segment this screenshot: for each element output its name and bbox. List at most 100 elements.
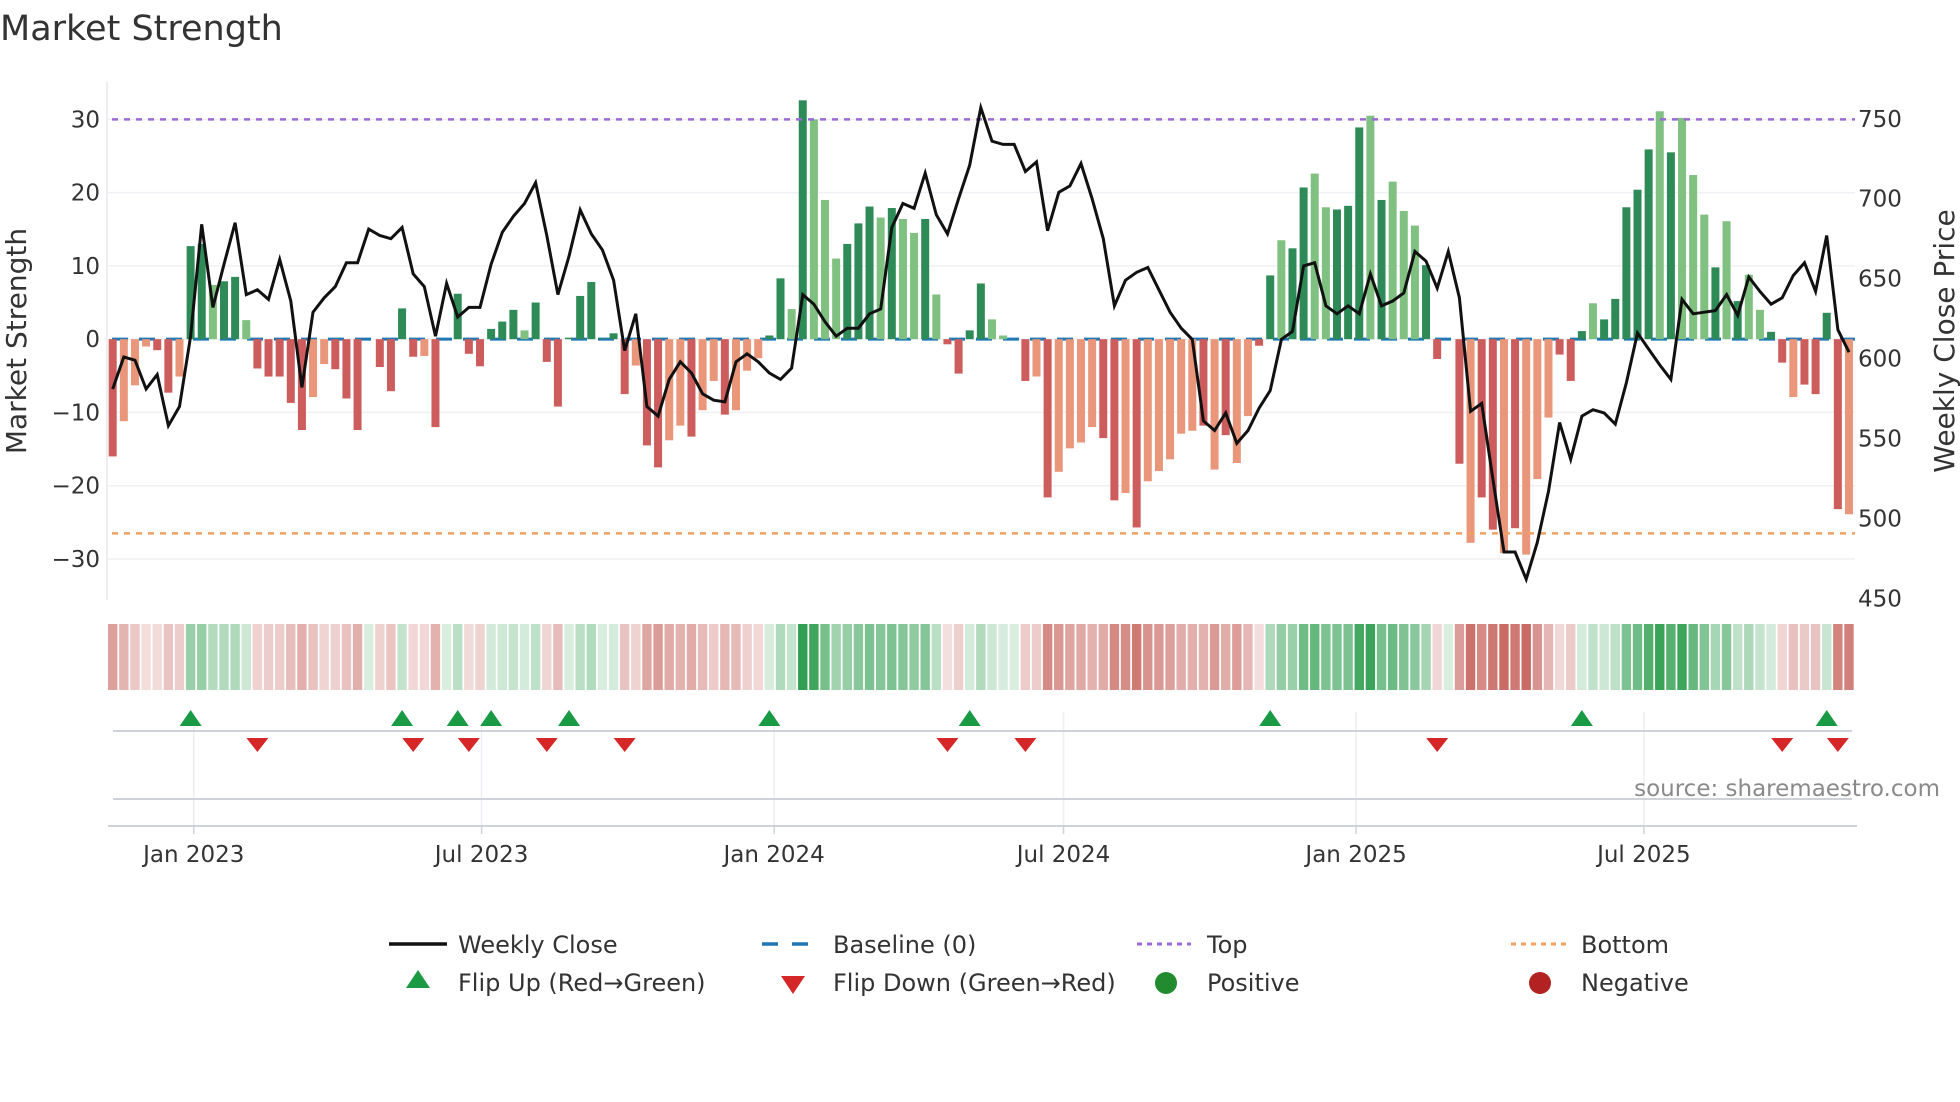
- strip-cell: [1432, 624, 1442, 690]
- strip-cell: [163, 624, 174, 690]
- strip-cell: [185, 624, 196, 690]
- flip-down-marker: [1426, 738, 1449, 752]
- strip-cell: [898, 624, 908, 690]
- strip-cell: [375, 624, 385, 690]
- strip-cell: [675, 624, 686, 690]
- strength-bar: [1166, 339, 1175, 460]
- strength-bar: [1344, 205, 1353, 340]
- strip-cell: [1732, 624, 1743, 690]
- strength-bar: [798, 100, 807, 340]
- strength-bar: [431, 339, 440, 428]
- strip-cell: [1421, 624, 1431, 690]
- strength-bar: [1065, 339, 1074, 449]
- strip-cell: [1599, 624, 1609, 690]
- strip-cell: [1065, 624, 1075, 690]
- strength-bar: [1622, 207, 1631, 340]
- strip-cell: [553, 624, 563, 690]
- x-tick-label: Jan 2023: [141, 842, 244, 868]
- strip-cell: [1766, 624, 1776, 690]
- strip-cell: [508, 624, 519, 690]
- strip-cell: [1799, 624, 1810, 690]
- strip-cell: [709, 624, 719, 690]
- strip-cell: [697, 624, 708, 690]
- legend-item-flip-up[interactable]: Flip Up (Red→Green): [406, 969, 706, 997]
- strength-bar: [1199, 339, 1208, 426]
- strip-cell: [1577, 624, 1587, 690]
- strength-bar: [999, 335, 1008, 340]
- strength-bar: [832, 258, 841, 340]
- strip-cell: [453, 624, 463, 690]
- strip-cell: [853, 624, 864, 690]
- flip-down-marker: [1771, 738, 1794, 752]
- legend-item-positive[interactable]: Positive: [1155, 969, 1300, 997]
- strength-bar: [1077, 339, 1086, 443]
- strength-bar: [1422, 265, 1431, 340]
- strength-bar: [1188, 339, 1197, 431]
- strip-cell: [1632, 624, 1643, 690]
- strength-bar: [776, 278, 785, 340]
- strip-cell: [664, 624, 674, 690]
- strength-bar: [954, 339, 963, 374]
- strip-cell: [174, 624, 185, 690]
- strip-cell: [931, 624, 942, 690]
- y-tick-label: 10: [71, 254, 100, 280]
- strength-bar: [1310, 173, 1319, 340]
- strength-bar: [731, 339, 740, 411]
- legend-item-top[interactable]: Top: [1137, 931, 1248, 959]
- strength-bar: [910, 232, 919, 340]
- strength-bar: [1544, 339, 1553, 418]
- strength-bar: [186, 246, 195, 340]
- weekly-close-line: [111, 101, 1851, 584]
- strip-cell: [1020, 624, 1031, 690]
- flip-down-marker: [402, 738, 425, 752]
- legend-item-bottom[interactable]: Bottom: [1511, 931, 1669, 959]
- strip-cell: [219, 624, 229, 690]
- strip-cell: [341, 624, 352, 690]
- strip-cell: [1265, 624, 1275, 690]
- strength-heat-strip: [108, 624, 1854, 690]
- x-tick-label: Jul 2024: [1015, 842, 1111, 868]
- legend-item-baseline[interactable]: Baseline (0): [762, 931, 976, 959]
- strip-cell: [597, 624, 608, 690]
- strip-cell: [208, 624, 218, 690]
- strength-bar: [1232, 339, 1241, 463]
- strip-cell: [419, 624, 430, 690]
- strength-bar: [720, 339, 729, 415]
- strength-bar: [698, 339, 707, 411]
- strip-cell: [108, 624, 118, 690]
- strip-cell: [1588, 624, 1598, 690]
- strip-cell: [575, 624, 585, 690]
- strength-bar: [1555, 339, 1564, 355]
- strength-bar: [231, 276, 240, 340]
- legend-item-flip-down[interactable]: Flip Down (Green→Red): [781, 969, 1116, 997]
- strength-bar: [1522, 339, 1531, 555]
- flip-up-marker: [558, 710, 581, 726]
- strength-bar: [609, 333, 618, 340]
- strip-cell: [1087, 624, 1097, 690]
- y-axis-label: Market Strength: [0, 228, 33, 454]
- strip-cell: [720, 624, 730, 690]
- strip-cell: [1176, 624, 1186, 690]
- strength-bar: [787, 309, 796, 340]
- strength-bar: [1800, 339, 1809, 385]
- strength-bar: [309, 339, 318, 398]
- strength-bar: [709, 339, 718, 381]
- legend-label: Top: [1206, 931, 1248, 959]
- strip-cell: [1343, 624, 1353, 690]
- strength-bar: [464, 339, 473, 354]
- triangle-down-icon: [781, 976, 805, 994]
- strength-bar: [1243, 339, 1252, 417]
- strength-bar: [1255, 339, 1264, 346]
- chart-title: Market Strength: [0, 9, 283, 49]
- flip-down-marker: [936, 738, 959, 752]
- strip-cell: [1410, 624, 1420, 690]
- source-label: source: sharemaestro.com: [1634, 776, 1940, 802]
- flip-up-marker: [1259, 710, 1282, 726]
- strip-cell: [764, 624, 775, 690]
- flip-up-marker: [1815, 710, 1838, 726]
- flip-up-marker: [446, 710, 469, 726]
- strip-cell: [920, 624, 930, 690]
- legend-item-weekly-close[interactable]: Weekly Close: [389, 931, 618, 959]
- legend-item-negative[interactable]: Negative: [1529, 969, 1689, 997]
- strength-bar: [1154, 339, 1163, 472]
